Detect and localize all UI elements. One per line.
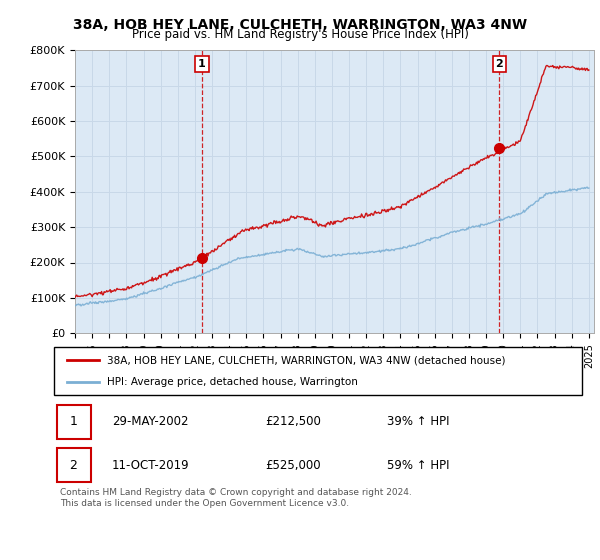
Text: 11-OCT-2019: 11-OCT-2019	[112, 459, 190, 472]
Text: HPI: Average price, detached house, Warrington: HPI: Average price, detached house, Warr…	[107, 377, 358, 387]
Text: 38A, HOB HEY LANE, CULCHETH, WARRINGTON, WA3 4NW: 38A, HOB HEY LANE, CULCHETH, WARRINGTON,…	[73, 18, 527, 32]
Bar	[56, 449, 91, 482]
Text: 1: 1	[70, 415, 77, 428]
Text: Price paid vs. HM Land Registry's House Price Index (HPI): Price paid vs. HM Land Registry's House …	[131, 28, 469, 41]
Text: £525,000: £525,000	[265, 459, 321, 472]
Text: £212,500: £212,500	[265, 415, 321, 428]
Text: 59% ↑ HPI: 59% ↑ HPI	[386, 459, 449, 472]
Text: Contains HM Land Registry data © Crown copyright and database right 2024.
This d: Contains HM Land Registry data © Crown c…	[60, 488, 412, 508]
Text: 2: 2	[70, 459, 77, 472]
Text: 2: 2	[496, 59, 503, 69]
Bar	[56, 405, 91, 438]
Text: 39% ↑ HPI: 39% ↑ HPI	[386, 415, 449, 428]
Text: 29-MAY-2002: 29-MAY-2002	[112, 415, 188, 428]
Text: 38A, HOB HEY LANE, CULCHETH, WARRINGTON, WA3 4NW (detached house): 38A, HOB HEY LANE, CULCHETH, WARRINGTON,…	[107, 355, 505, 365]
Text: 1: 1	[198, 59, 206, 69]
